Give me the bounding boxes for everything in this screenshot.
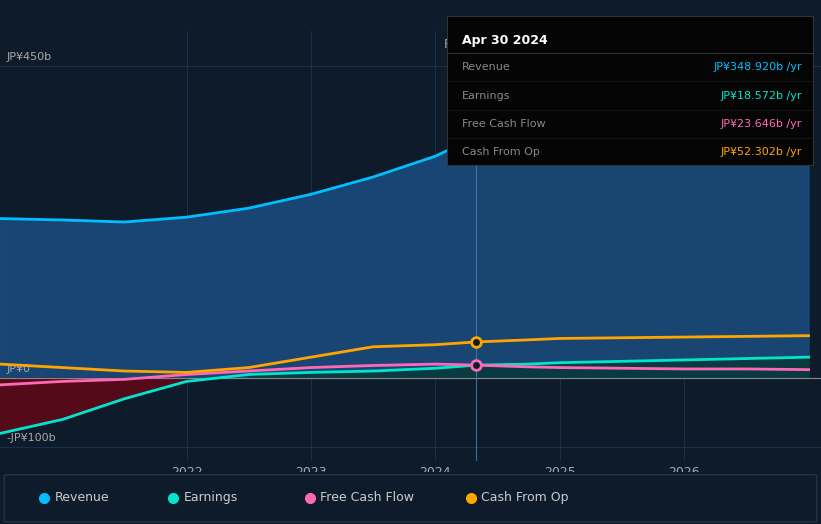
Text: Cash From Op: Cash From Op bbox=[462, 147, 540, 157]
FancyBboxPatch shape bbox=[4, 475, 817, 522]
Text: Analysts Forecasts: Analysts Forecasts bbox=[483, 38, 599, 51]
Text: JP¥18.572b /yr: JP¥18.572b /yr bbox=[720, 91, 802, 101]
Text: JP¥52.302b /yr: JP¥52.302b /yr bbox=[721, 147, 802, 157]
Text: Past: Past bbox=[444, 38, 470, 51]
Text: Revenue: Revenue bbox=[462, 62, 511, 72]
Text: -JP¥100b: -JP¥100b bbox=[7, 433, 56, 443]
Text: Apr 30 2024: Apr 30 2024 bbox=[462, 34, 548, 47]
Text: Revenue: Revenue bbox=[55, 492, 109, 504]
Text: JP¥0: JP¥0 bbox=[7, 364, 30, 374]
Text: JP¥23.646b /yr: JP¥23.646b /yr bbox=[721, 119, 802, 129]
Text: JP¥450b: JP¥450b bbox=[7, 52, 52, 62]
Text: Cash From Op: Cash From Op bbox=[481, 492, 569, 504]
Text: Earnings: Earnings bbox=[184, 492, 238, 504]
Text: JP¥348.920b /yr: JP¥348.920b /yr bbox=[713, 62, 802, 72]
Text: Earnings: Earnings bbox=[462, 91, 511, 101]
Text: Free Cash Flow: Free Cash Flow bbox=[320, 492, 415, 504]
Text: Free Cash Flow: Free Cash Flow bbox=[462, 119, 546, 129]
